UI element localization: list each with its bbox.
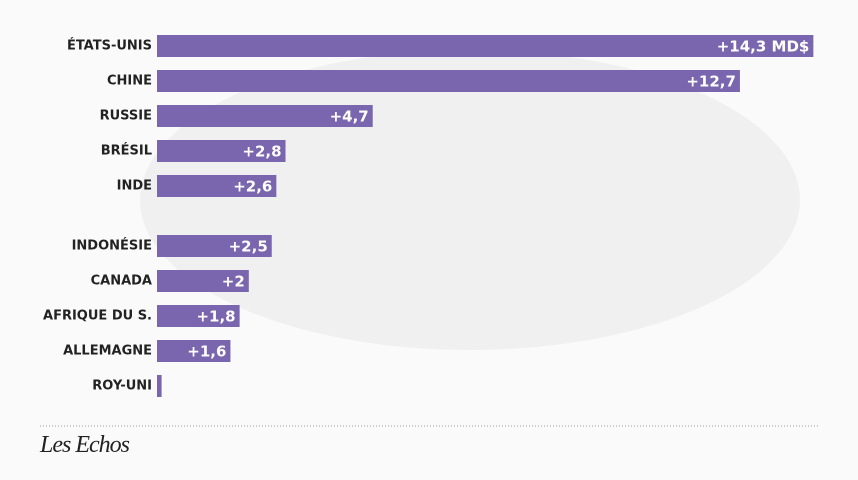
brand-logo: Les Echos bbox=[39, 432, 130, 458]
category-label: ALLEMAGNE bbox=[63, 344, 152, 359]
bar bbox=[157, 140, 286, 162]
value-label: +14,3 MD$ bbox=[717, 38, 810, 56]
value-label: +1,6 bbox=[187, 343, 226, 361]
value-label: +1,8 bbox=[196, 308, 235, 326]
category-label: INDONÉSIE bbox=[72, 238, 152, 254]
value-label: +12,7 bbox=[686, 73, 736, 91]
value-label: +2,8 bbox=[242, 143, 281, 161]
bar bbox=[157, 105, 373, 127]
bar bbox=[157, 175, 277, 197]
category-label: CHINE bbox=[107, 74, 152, 89]
bar bbox=[157, 375, 162, 397]
bar bbox=[157, 70, 740, 92]
category-label: INDE bbox=[117, 179, 152, 194]
value-label: +4,7 bbox=[330, 108, 369, 126]
category-label: AFRIQUE DU S. bbox=[43, 309, 152, 324]
category-label: CANADA bbox=[91, 274, 152, 289]
category-label: ROY-UNI bbox=[92, 379, 152, 394]
bar bbox=[157, 235, 272, 257]
value-label: +2,6 bbox=[233, 178, 272, 196]
bar bbox=[157, 35, 814, 57]
category-label: BRÉSIL bbox=[101, 143, 152, 159]
bar bbox=[157, 340, 231, 362]
value-label: +2,5 bbox=[229, 238, 268, 256]
category-label: ÉTATS-UNIS bbox=[67, 38, 152, 54]
bar bbox=[157, 305, 240, 327]
category-label: RUSSIE bbox=[100, 109, 152, 124]
value-label: +2 bbox=[222, 273, 245, 291]
bar bbox=[157, 270, 249, 292]
